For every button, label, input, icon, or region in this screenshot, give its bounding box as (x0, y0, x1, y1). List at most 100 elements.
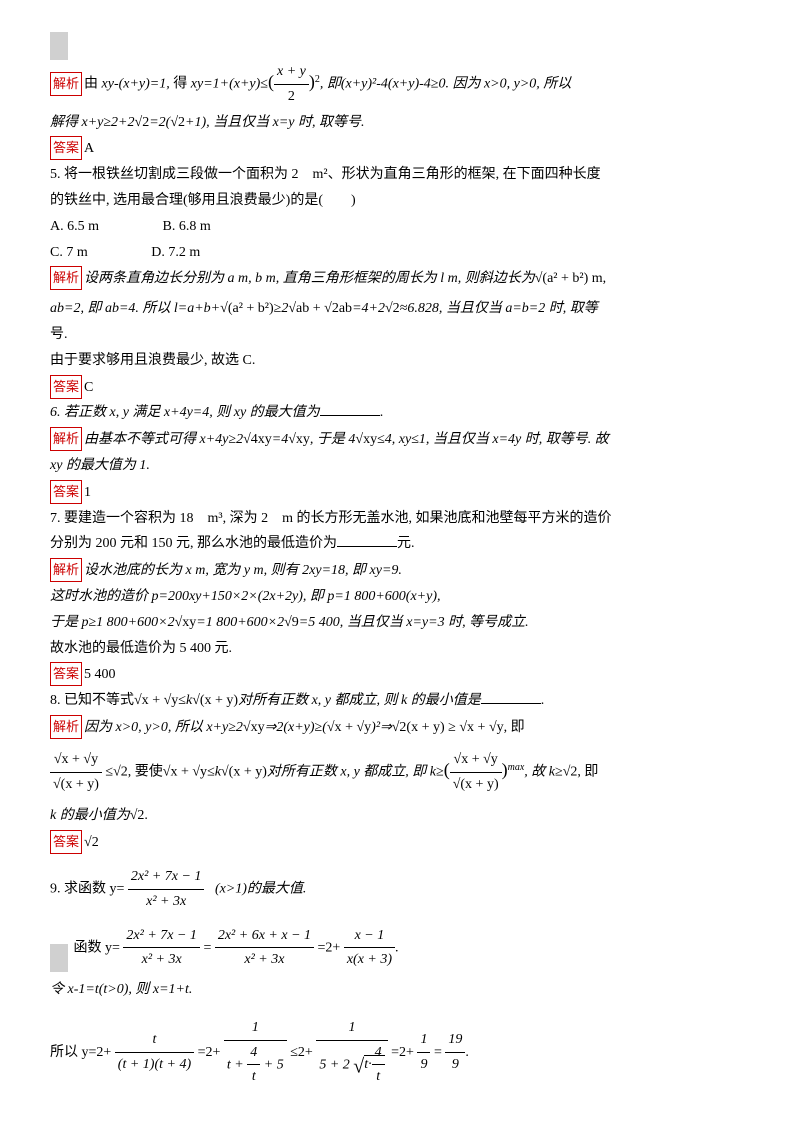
sqrt-icon: √y (356, 720, 371, 735)
text: 因为 x>0, y>0, 所以 x+y≥2 (84, 720, 243, 735)
fraction: √x + √y √(x + y) (450, 748, 502, 797)
text: = (434, 1045, 442, 1060)
q5-text-l2: 的铁丝中, 选用最合理(够用且浪费最少)的是( ) (50, 189, 750, 213)
text: ab=2, 即 ab=4. 所以 l=a+b+ (50, 301, 220, 316)
sqrt-icon: √2ab (324, 301, 352, 316)
text: 对所有正数 x, y 都成立, 则 k 的最小值是 (238, 693, 481, 708)
numerator: t (115, 1028, 194, 1053)
text: + 5 (260, 1057, 283, 1072)
sqrt-icon: √2(x + y) (392, 720, 445, 735)
option-b: B. 6.8 m (163, 215, 211, 239)
q9-sol-l2: 令 x-1=t(t>0), 则 x=1+t. (50, 978, 750, 1002)
tag-analysis: 解析 (50, 427, 82, 451)
text: . (541, 693, 545, 708)
text: =1 800+600×2 (196, 615, 284, 630)
sqrt-icon: √x (54, 752, 69, 767)
tag-answer: 答案 (50, 830, 82, 854)
denominator: t (372, 1065, 385, 1089)
answer-text: √2 (84, 835, 99, 850)
q5-answer: 答案C (50, 375, 750, 400)
text: 对所有正数 x, y 都成立, 即 k≥ (267, 764, 444, 779)
fraction: √x + √y √(x + y) (50, 748, 102, 797)
denominator: t + 4t + 5 (224, 1041, 287, 1090)
numerator: 1 (224, 1016, 287, 1041)
denominator: 5 + 2 √t·4t (316, 1041, 387, 1090)
text: , 即(x+y)²-4(x+y)-4≥0. 因为 x>0, y>0, 所以 (320, 77, 571, 92)
text: 8. 已知不等式 (50, 693, 134, 708)
denominator: 9 (445, 1053, 465, 1077)
answer-text: 5 400 (84, 667, 116, 682)
text: m, (588, 271, 606, 286)
sqrt-icon: √2 (113, 764, 128, 779)
sqrt-icon: √x (454, 752, 469, 767)
text: . (395, 940, 399, 955)
sqrt-icon: √2 (135, 115, 150, 130)
q7-answer: 答案5 400 (50, 662, 750, 687)
text: 函数 y= (74, 940, 120, 955)
q7-analysis-l1: 解析设水池底的长为 x m, 宽为 y m, 则有 2xy=18, 即 xy=9… (50, 558, 750, 583)
fraction: t (t + 1)(t + 4) (115, 1028, 194, 1077)
text: ⇒2(x+y)≥( (265, 720, 327, 735)
tag-analysis: 解析 (50, 558, 82, 582)
sqrt-icon: √x (163, 764, 178, 779)
answer-text: 1 (84, 485, 91, 500)
text: 分别为 200 元和 150 元, 那么水池的最低造价为 (50, 536, 337, 551)
sqrt-icon: √xy (175, 615, 197, 630)
q6-text: 6. 若正数 x, y 满足 x+4y=4, 则 xy 的最大值为. (50, 401, 750, 425)
sqrt-icon: √xy (243, 720, 265, 735)
tag-analysis: 解析 (50, 72, 82, 96)
numerator: x + y (274, 60, 309, 85)
q8-analysis-l3: k 的最小值为√2. (50, 804, 750, 828)
text: 于是 p≥1 800+600×2 (50, 615, 175, 630)
fraction: 2x² + 7x − 1 x² + 3x (128, 865, 205, 914)
q8-analysis-l2: √x + √y √(x + y) ≤√2, 要使√x + √y≤k√(x + y… (50, 748, 750, 797)
sqrt-icon: √y (489, 720, 504, 735)
text: ≥ (445, 720, 460, 735)
option-a: A. 6.5 m (50, 215, 99, 239)
sqrt-icon: √(a² + b²) (220, 301, 274, 316)
sqrt-icon: √(x + y) (221, 764, 267, 779)
q7-analysis-l4: 故水池的最低造价为 5 400 元. (50, 637, 750, 661)
sqrt-icon: √y (164, 693, 179, 708)
denominator: 9 (417, 1053, 430, 1077)
text: 元. (397, 536, 415, 551)
numerator: x − 1 (344, 924, 395, 949)
fraction: 2x² + 7x − 1 x² + 3x (123, 924, 200, 973)
sqrt-icon: √y (83, 752, 98, 767)
numerator: 4 (372, 1041, 385, 1066)
text: =2+ (391, 1045, 414, 1060)
fraction: x − 1 x(x + 3) (344, 924, 395, 973)
sqrt-icon: √(a² + b²) (535, 271, 589, 286)
text: ≤4, xy≤1, 当且仅当 x=4y 时, 取等号. 故 (377, 432, 609, 447)
sqrt-icon: √2 (130, 808, 145, 823)
text: . (465, 1045, 469, 1060)
sqrt-icon: √y (483, 752, 498, 767)
denominator: x² + 3x (215, 948, 314, 972)
q9-text: 9. 求函数 y= 2x² + 7x − 1 x² + 3x (x>1)的最大值… (50, 865, 750, 914)
text: =2+ (318, 940, 341, 955)
q8-answer: 答案√2 (50, 830, 750, 855)
text: , 即 (504, 720, 525, 735)
tag-answer: 答案 (50, 375, 82, 399)
denominator: √(x + y) (450, 773, 502, 797)
blank-line (481, 690, 541, 704)
text: +1), 当且仅当 x=y 时, 取等号. (185, 115, 364, 130)
text: t· (364, 1057, 371, 1072)
q9-sol-l3: 所以 y=2+ t (t + 1)(t + 4) =2+ 1 t + 4t + … (50, 1016, 750, 1089)
q4-answer: 答案A (50, 136, 750, 161)
text: 设水池底的长为 x m, 宽为 y m, 则有 2xy=18, 即 xy=9. (84, 563, 402, 578)
math: xy=1+(x+y)≤ (191, 77, 268, 92)
math: xy-(x+y)=1, (102, 77, 170, 92)
text: 9. 求函数 y= (50, 881, 124, 896)
numerator: 2x² + 7x − 1 (128, 865, 205, 890)
q4-analysis-line2: 解得 x+y≥2+2√2=2(√2+1), 当且仅当 x=y 时, 取等号. (50, 111, 750, 135)
fraction: 1 9 (417, 1028, 430, 1077)
denominator: √(x + y) (50, 773, 102, 797)
q5-analysis-l4: 由于要求够用且浪费最少, 故选 C. (50, 349, 750, 373)
text: ≤k (207, 764, 221, 779)
sqrt-icon: √y (192, 764, 207, 779)
text: =2+ (198, 1045, 221, 1060)
le-symbol: ≤ (105, 764, 113, 779)
q6-analysis-l2: xy 的最大值为 1. (50, 454, 750, 478)
sqrt-icon: √xy (355, 432, 377, 447)
